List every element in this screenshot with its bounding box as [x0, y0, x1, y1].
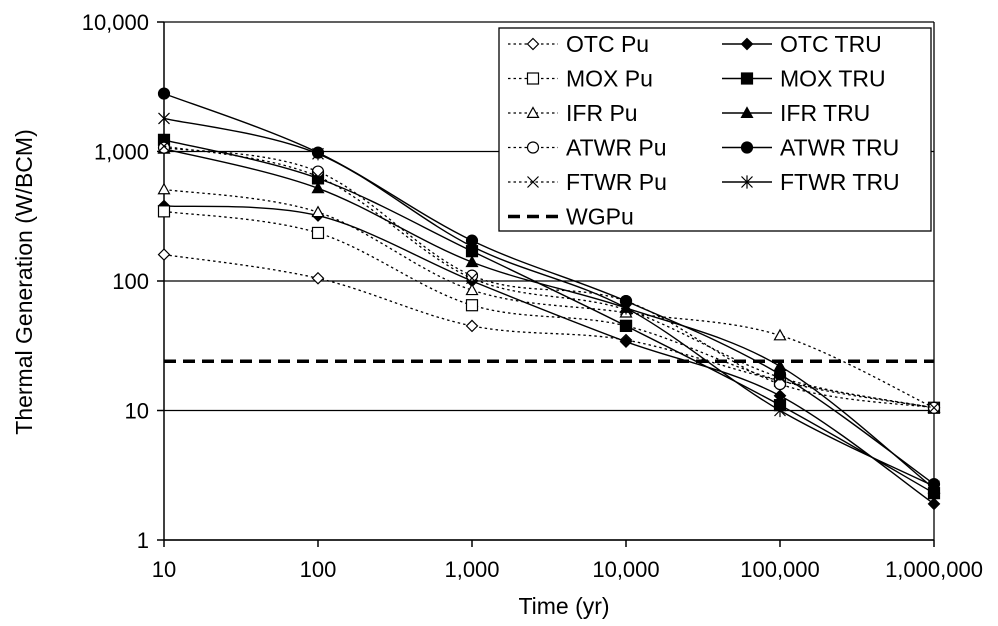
- legend: OTC Pu OTC TRU MOX Pu MOX TRU IFR Pu IFR TRU A…: [498, 27, 932, 232]
- data-point-ifr-pu: [773, 328, 787, 341]
- x-tick-label: 1,000,000: [885, 557, 983, 582]
- data-point-ifr-pu: [311, 205, 325, 218]
- legend-label-otc-tru: OTC TRU: [780, 31, 882, 57]
- series-line-ftwr-pu: [163, 145, 935, 409]
- data-point-ftwr-tru: [620, 301, 632, 315]
- data-point-mox-pu: [311, 226, 325, 240]
- data-point-ifr-tru: [465, 255, 479, 268]
- data-point-ftwr-pu: [774, 371, 786, 384]
- data-point-ifr-pu: [465, 283, 479, 296]
- legend-label-atwr-pu: ATWR Pu: [566, 135, 667, 161]
- y-tick-label: 1: [137, 528, 149, 553]
- legend-marker-ftwr-tru: [741, 175, 753, 189]
- legend-marker-mox-pu: [526, 72, 540, 85]
- legend-marker-otc-pu: [526, 37, 540, 51]
- series-line-mox-pu: [163, 210, 935, 409]
- legend-marker-atwr-tru: [740, 141, 754, 154]
- x-axis-title: Time (yr): [518, 593, 609, 619]
- x-tick-label: 100,000: [740, 557, 820, 582]
- data-point-otc-tru: [619, 335, 633, 349]
- data-point-otc-tru: [927, 497, 941, 511]
- legend-box: [498, 27, 932, 232]
- legend-label-otc-pu: OTC Pu: [566, 31, 649, 57]
- legend-marker-ftwr-pu: [527, 176, 539, 188]
- series-line-ftwr-tru: [163, 117, 935, 487]
- data-point-otc-pu: [157, 248, 171, 261]
- x-tick-label: 1,000: [444, 557, 499, 582]
- data-point-otc-pu: [311, 271, 325, 285]
- series-layer: [157, 87, 941, 511]
- legend-marker-ifr-pu: [526, 106, 540, 119]
- series-line-atwr-tru: [163, 92, 935, 485]
- data-point-atwr-pu: [157, 141, 171, 154]
- series-line-ifr-pu: [163, 188, 935, 409]
- series-line-otc-tru: [163, 205, 935, 505]
- data-point-otc-pu: [465, 319, 479, 333]
- legend-label-ifr-pu: IFR Pu: [566, 100, 638, 126]
- data-point-mox-pu: [157, 205, 171, 218]
- x-tick-label: 100: [300, 557, 337, 582]
- data-point-ftwr-tru: [774, 403, 786, 418]
- data-point-ifr-pu: [157, 182, 171, 195]
- data-point-ifr-tru: [311, 181, 325, 194]
- data-point-ftwr-tru: [466, 239, 478, 254]
- legend-marker-otc-tru: [740, 37, 754, 51]
- legend-label-atwr-tru: ATWR TRU: [780, 135, 899, 161]
- legend-label-ftwr-pu: FTWR Pu: [566, 169, 667, 195]
- legend-label-mox-tru: MOX TRU: [780, 66, 886, 92]
- series-line-otc-pu: [163, 253, 935, 409]
- data-point-ftwr-tru: [158, 111, 170, 126]
- x-tick-label: 10: [152, 557, 176, 582]
- data-point-ftwr-pu: [312, 170, 324, 183]
- series-line-mox-tru: [163, 139, 935, 494]
- x-tick-label: 10,000: [592, 557, 659, 582]
- legend-label-ifr-tru: IFR TRU: [780, 100, 870, 126]
- data-point-mox-pu: [465, 299, 479, 312]
- legend-label-wgpu: WGPu: [566, 204, 634, 230]
- data-point-ftwr-tru: [312, 147, 324, 161]
- data-point-ftwr-pu: [928, 401, 940, 414]
- data-point-atwr-pu: [311, 165, 325, 178]
- legend-label-ftwr-tru: FTWR TRU: [780, 169, 900, 195]
- series-line-ifr-tru: [163, 148, 935, 490]
- y-tick-label: 1,000: [94, 140, 149, 165]
- legend-marker-mox-tru: [740, 72, 754, 85]
- legend-marker-atwr-pu: [526, 141, 540, 154]
- y-tick-label: 100: [112, 269, 149, 294]
- data-point-atwr-pu: [465, 269, 479, 282]
- data-point-ftwr-pu: [466, 272, 478, 285]
- y-tick-label: 10,000: [82, 10, 149, 35]
- legend-marker-ifr-tru: [740, 106, 754, 119]
- data-point-ftwr-tru: [928, 479, 940, 493]
- data-point-mox-tru: [619, 319, 633, 333]
- y-axis-title: Thermal Generation (W/BCM): [11, 129, 37, 434]
- legend-label-mox-pu: MOX Pu: [566, 66, 653, 92]
- data-point-ftwr-pu: [158, 140, 170, 153]
- data-point-atwr-tru: [157, 87, 171, 100]
- y-tick-label: 10: [125, 399, 149, 424]
